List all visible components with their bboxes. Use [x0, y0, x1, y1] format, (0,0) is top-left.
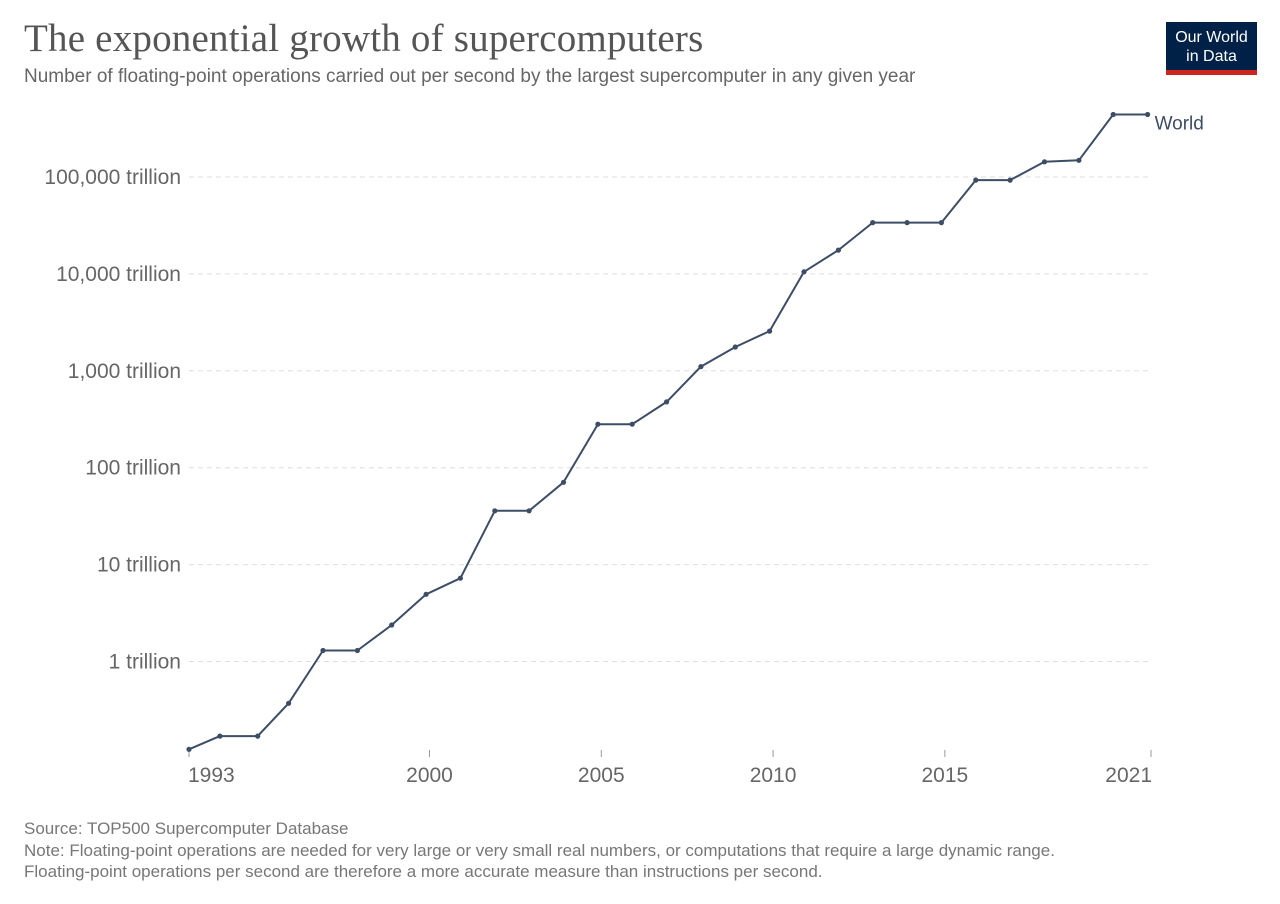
data-point[interactable]	[1007, 177, 1013, 183]
data-point[interactable]	[320, 647, 326, 654]
legend-label-world: World	[1155, 113, 1204, 134]
legend: World	[1155, 113, 1204, 134]
grid-lines	[189, 176, 1151, 662]
data-point[interactable]	[526, 508, 532, 514]
chart-title: The exponential growth of supercomputers	[24, 17, 704, 60]
series-line[interactable]	[188, 113, 1148, 751]
data-point[interactable]	[255, 733, 261, 739]
data-point[interactable]	[973, 177, 979, 183]
data-point[interactable]	[870, 220, 876, 226]
data-point[interactable]	[904, 220, 910, 226]
data-point[interactable]	[492, 508, 498, 514]
x-tick-label: 2000	[406, 764, 453, 787]
footnote-line-2: Floating-point operations per second are…	[24, 862, 823, 881]
data-point[interactable]	[595, 421, 601, 427]
data-point[interactable]	[732, 344, 738, 350]
data-point[interactable]	[217, 733, 223, 739]
footnote-line-1: Note: Floating-point operations are need…	[24, 840, 1055, 860]
x-tick-label: 2021	[1105, 764, 1152, 787]
y-tick-label: 10,000 trillion	[56, 263, 181, 286]
data-point[interactable]	[767, 328, 773, 334]
data-point[interactable]	[389, 622, 395, 628]
y-tick-label: 100,000 trillion	[44, 166, 181, 189]
data-point[interactable]	[1041, 159, 1048, 165]
line-chart: 1 trillion 10 trillion 100 trillion 1,000 t…	[44, 111, 1204, 787]
data-point[interactable]	[1076, 157, 1082, 163]
y-tick-label: 1 trillion	[109, 651, 181, 674]
chart-footer: Source: TOP500 Supercomputer Database No…	[24, 818, 1254, 883]
data-point[interactable]	[286, 700, 292, 706]
data-point[interactable]	[423, 591, 429, 597]
logo-line-1: Our World	[1175, 29, 1248, 46]
data-point[interactable]	[629, 421, 635, 427]
y-tick-label: 100 trillion	[85, 457, 181, 480]
data-point[interactable]	[938, 220, 945, 226]
data-point[interactable]	[354, 647, 360, 654]
data-point[interactable]	[560, 479, 567, 485]
data-point[interactable]	[664, 399, 670, 405]
data-point[interactable]	[457, 575, 463, 581]
data-point[interactable]	[835, 247, 842, 253]
logo-line-2: in Data	[1186, 48, 1237, 65]
y-tick-label: 1,000 trillion	[68, 360, 181, 383]
data-point[interactable]	[1110, 111, 1116, 118]
source-note: Source: TOP500 Supercomputer Database	[24, 819, 349, 838]
data-point[interactable]	[186, 746, 192, 752]
x-tick-label: 2015	[921, 764, 968, 787]
chart-subtitle: Number of floating-point operations carr…	[24, 66, 916, 87]
x-tick-label: 2005	[578, 764, 625, 787]
series-world[interactable]	[186, 111, 1151, 752]
x-tick-label: 2010	[750, 764, 797, 787]
data-point[interactable]	[698, 364, 704, 370]
y-tick-label: 10 trillion	[97, 554, 181, 577]
y-axis-ticks: 1 trillion 10 trillion 100 trillion 1,000 t…	[44, 166, 181, 674]
x-axis-ticks: 1993 2000 2005 2010 2015 2021	[188, 750, 1152, 787]
x-tick-label: 1993	[188, 764, 235, 787]
data-point[interactable]	[1145, 111, 1151, 118]
owid-logo[interactable]: Our World in Data	[1166, 22, 1257, 75]
data-point[interactable]	[801, 269, 807, 275]
